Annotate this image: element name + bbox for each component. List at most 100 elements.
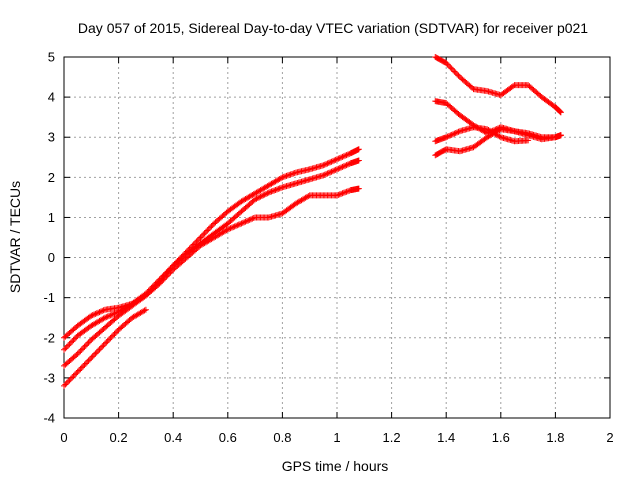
data-point xyxy=(162,275,169,282)
data-point xyxy=(168,267,175,274)
y-axis-label: SDTVAR / TECUs xyxy=(7,181,23,293)
data-point xyxy=(78,364,85,371)
data-point xyxy=(334,192,340,199)
data-point xyxy=(234,222,241,229)
data-point xyxy=(70,336,77,343)
data-point xyxy=(232,222,239,229)
data-point xyxy=(321,171,328,178)
data-point xyxy=(336,155,343,162)
data-point xyxy=(331,157,338,164)
series-track-5 xyxy=(432,54,564,116)
y-tick-label: -3 xyxy=(43,370,55,385)
data-point xyxy=(74,350,81,357)
data-point xyxy=(444,61,451,68)
data-point xyxy=(237,221,244,228)
data-point xyxy=(332,156,339,163)
data-point xyxy=(325,159,332,166)
data-point xyxy=(226,225,233,232)
data-point xyxy=(67,375,74,382)
series-track-2 xyxy=(61,157,362,353)
y-tick-label: 3 xyxy=(48,130,55,145)
data-point xyxy=(91,352,98,359)
data-point xyxy=(339,153,346,160)
data-point xyxy=(335,155,342,162)
data-point xyxy=(112,309,119,316)
y-tick-label: 2 xyxy=(48,170,55,185)
data-point xyxy=(110,332,117,339)
data-point xyxy=(91,311,98,318)
data-point xyxy=(77,366,84,373)
data-point xyxy=(156,280,163,287)
data-point xyxy=(454,129,461,136)
data-point xyxy=(200,231,207,238)
data-point xyxy=(71,371,78,378)
data-point xyxy=(61,346,67,353)
data-point xyxy=(258,192,265,199)
data-point xyxy=(525,137,532,144)
data-point xyxy=(447,64,454,71)
chart-title: Day 057 of 2015, Sidereal Day-to-day VTE… xyxy=(78,20,588,36)
data-point xyxy=(223,227,230,234)
data-point xyxy=(95,347,102,354)
data-point xyxy=(256,194,263,201)
data-point xyxy=(243,218,250,225)
data-point xyxy=(328,168,335,175)
data-point xyxy=(97,308,104,315)
data-point xyxy=(110,311,117,318)
data-point xyxy=(278,175,285,182)
data-point xyxy=(254,195,261,202)
data-point xyxy=(163,273,170,280)
data-point xyxy=(84,340,91,347)
data-point xyxy=(78,346,85,353)
data-point xyxy=(93,310,100,317)
data-point xyxy=(86,338,93,345)
y-tick-label: -1 xyxy=(43,290,55,305)
data-point xyxy=(445,62,452,69)
data-point xyxy=(276,185,283,192)
data-point xyxy=(340,153,347,160)
data-point xyxy=(327,159,334,166)
data-point xyxy=(65,342,72,349)
data-point xyxy=(228,224,235,231)
data-point xyxy=(323,161,330,168)
data-point xyxy=(245,217,252,224)
data-point xyxy=(96,309,103,316)
data-point xyxy=(239,219,246,226)
x-tick-label: 1.2 xyxy=(383,430,401,445)
series-track-4 xyxy=(61,306,149,389)
data-point xyxy=(455,128,462,135)
data-point xyxy=(89,312,96,319)
data-point xyxy=(444,133,451,140)
data-point xyxy=(451,68,458,75)
data-point xyxy=(334,156,340,163)
data-point xyxy=(343,152,350,159)
data-point xyxy=(241,219,248,226)
data-point xyxy=(340,163,347,170)
y-axis-ticks: -4 -3 -2 -1 0 1 2 3 4 5 xyxy=(43,50,610,426)
data-point xyxy=(265,189,272,196)
data-point xyxy=(106,336,113,343)
data-point xyxy=(268,188,275,195)
data-point xyxy=(141,307,148,314)
data-point xyxy=(81,361,88,368)
data-point xyxy=(80,363,87,370)
data-point xyxy=(101,340,108,347)
data-point xyxy=(447,132,454,139)
data-point xyxy=(142,306,149,313)
data-point xyxy=(253,195,260,202)
data-point xyxy=(355,157,362,164)
data-point xyxy=(336,165,343,172)
data-point xyxy=(86,356,93,363)
data-point xyxy=(556,108,563,115)
data-point xyxy=(343,162,350,169)
data-point xyxy=(344,161,351,168)
data-point xyxy=(469,84,476,91)
data-point xyxy=(320,172,327,179)
data-point xyxy=(263,190,270,197)
x-axis-label: GPS time / hours xyxy=(282,458,389,474)
data-point xyxy=(336,191,343,198)
data-point xyxy=(73,352,80,359)
data-point xyxy=(340,189,347,196)
data-point xyxy=(100,307,107,314)
data-point xyxy=(230,224,237,231)
